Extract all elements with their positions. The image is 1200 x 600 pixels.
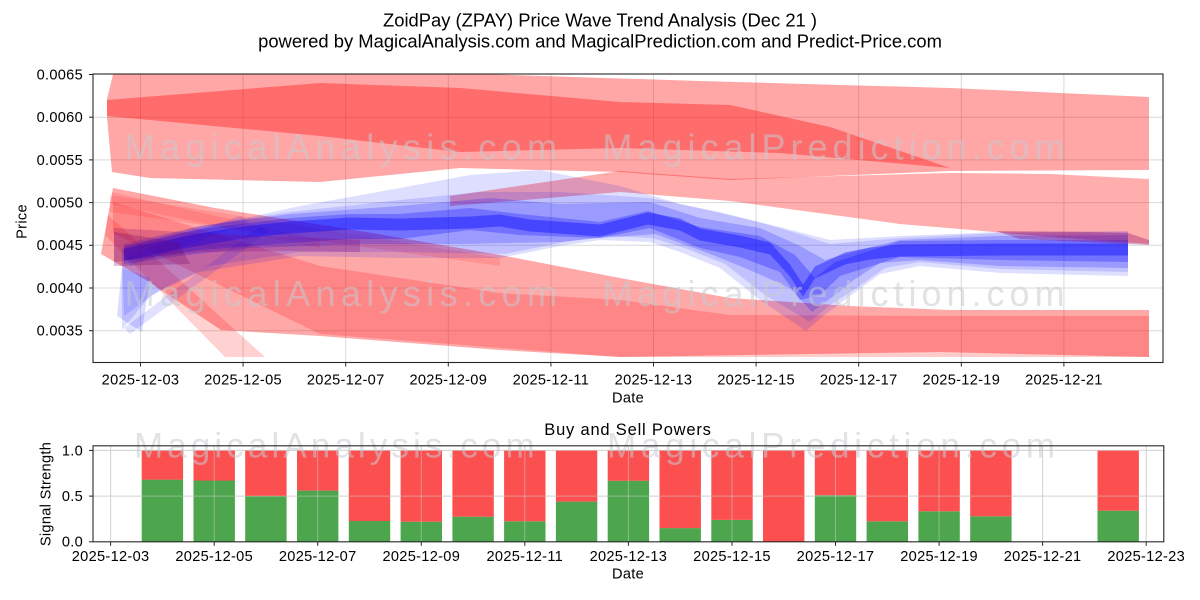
svg-text:0.0050: 0.0050 <box>37 196 83 212</box>
svg-text:2025-12-23: 2025-12-23 <box>1107 549 1185 565</box>
svg-text:2025-12-07: 2025-12-07 <box>307 373 385 389</box>
svg-text:0.0045: 0.0045 <box>37 238 83 254</box>
svg-text:2025-12-03: 2025-12-03 <box>72 549 150 565</box>
svg-text:2025-12-21: 2025-12-21 <box>1025 373 1103 389</box>
svg-text:2025-12-09: 2025-12-09 <box>382 549 460 565</box>
svg-text:MagicalAnalysis.com: MagicalAnalysis.com <box>125 127 563 168</box>
svg-text:0.5: 0.5 <box>62 489 83 505</box>
svg-text:Buy and Sell Powers: Buy and Sell Powers <box>544 421 711 439</box>
svg-text:2025-12-19: 2025-12-19 <box>922 373 1000 389</box>
svg-text:MagicalPrediction.com: MagicalPrediction.com <box>602 127 1069 168</box>
svg-text:0.0: 0.0 <box>62 535 83 551</box>
svg-text:2025-12-13: 2025-12-13 <box>615 373 693 389</box>
svg-text:2025-12-15: 2025-12-15 <box>717 373 795 389</box>
svg-text:MagicalPrediction.com: MagicalPrediction.com <box>602 273 1069 314</box>
svg-text:2025-12-19: 2025-12-19 <box>900 549 978 565</box>
svg-text:2025-12-11: 2025-12-11 <box>487 549 564 565</box>
svg-text:0.0055: 0.0055 <box>37 153 83 169</box>
svg-text:2025-12-17: 2025-12-17 <box>820 373 898 389</box>
svg-text:2025-12-13: 2025-12-13 <box>590 549 668 565</box>
svg-text:ZoidPay (ZPAY) Price Wave Tren: ZoidPay (ZPAY) Price Wave Trend Analysis… <box>383 10 817 31</box>
svg-text:2025-12-03: 2025-12-03 <box>102 373 180 389</box>
svg-text:1.0: 1.0 <box>62 443 83 459</box>
svg-text:MagicalAnalysis.com: MagicalAnalysis.com <box>125 273 563 314</box>
svg-text:2025-12-11: 2025-12-11 <box>513 373 590 389</box>
svg-text:Date: Date <box>612 567 644 583</box>
svg-text:0.0060: 0.0060 <box>37 110 83 126</box>
svg-text:2025-12-05: 2025-12-05 <box>204 373 282 389</box>
svg-text:2025-12-05: 2025-12-05 <box>175 549 253 565</box>
svg-text:2025-12-07: 2025-12-07 <box>279 549 357 565</box>
svg-text:2025-12-21: 2025-12-21 <box>1004 549 1082 565</box>
svg-text:powered by MagicalAnalysis.com: powered by MagicalAnalysis.com and Magic… <box>258 31 942 52</box>
svg-text:Signal Strength: Signal Strength <box>39 442 55 546</box>
svg-text:2025-12-15: 2025-12-15 <box>693 549 771 565</box>
svg-text:2025-12-17: 2025-12-17 <box>797 549 875 565</box>
svg-text:0.0035: 0.0035 <box>37 324 83 340</box>
svg-text:Date: Date <box>612 391 644 407</box>
svg-text:Price: Price <box>15 204 31 239</box>
svg-text:2025-12-09: 2025-12-09 <box>409 373 487 389</box>
svg-text:0.0040: 0.0040 <box>37 281 83 297</box>
svg-text:0.0065: 0.0065 <box>37 67 83 83</box>
